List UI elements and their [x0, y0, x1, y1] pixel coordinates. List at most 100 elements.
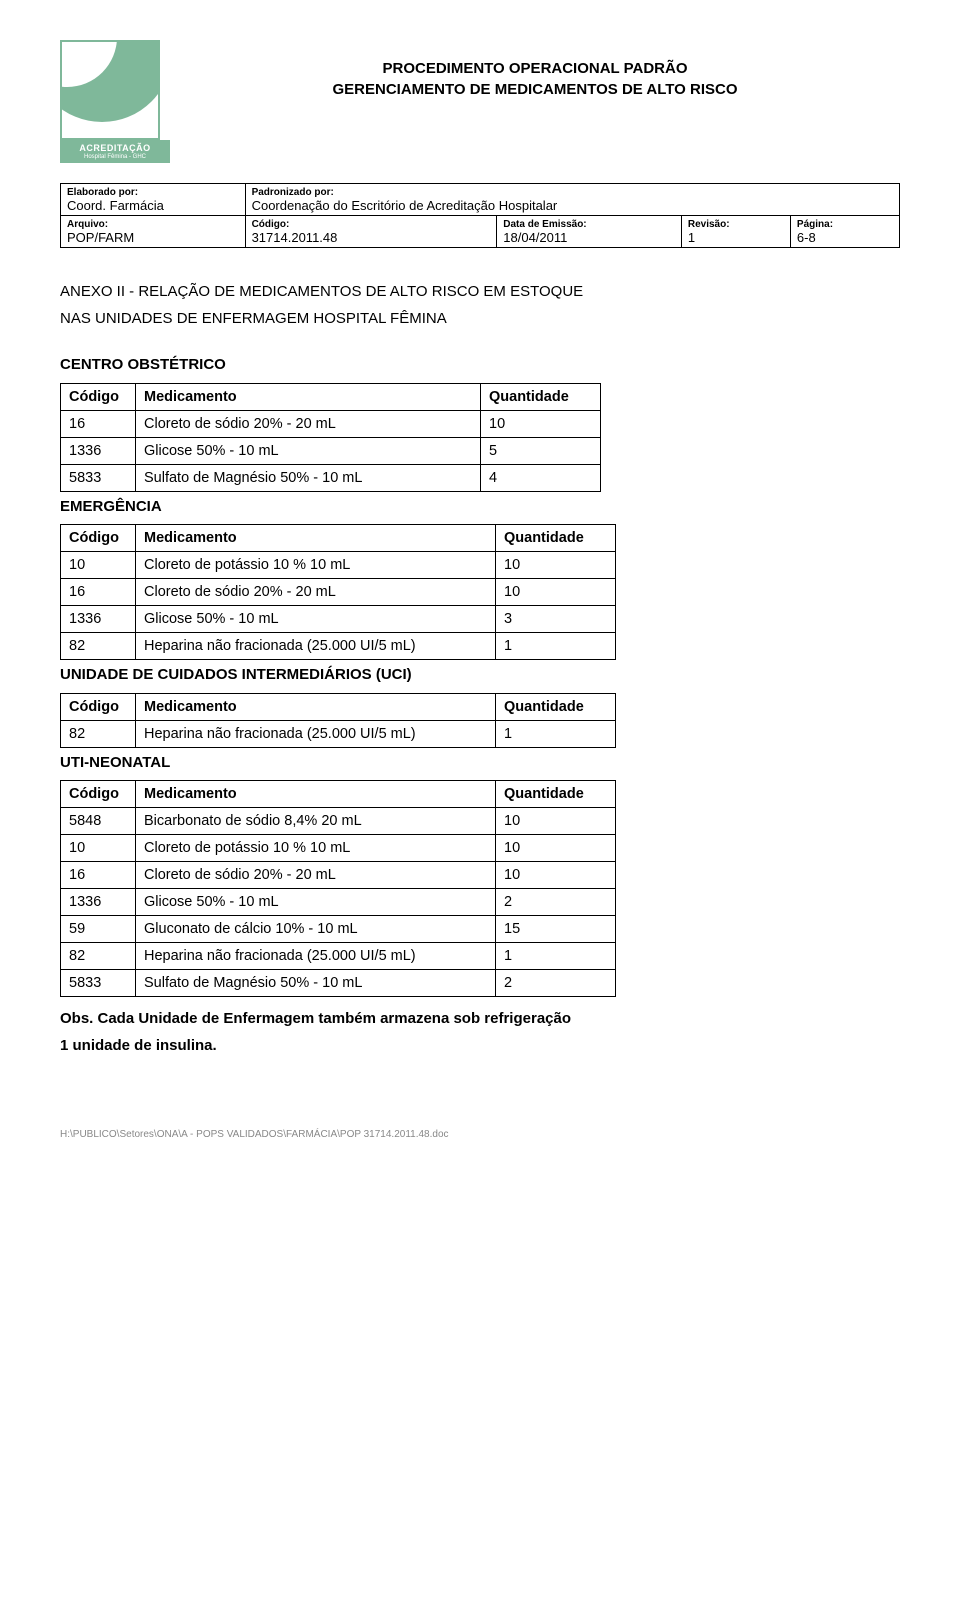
- pagina-value: 6-8: [797, 230, 816, 245]
- table-header-row: Código Medicamento Quantidade: [61, 693, 616, 720]
- table-emergencia: Código Medicamento Quantidade 10Cloreto …: [60, 524, 616, 660]
- metadata-table: Elaborado por: Coord. Farmácia Padroniza…: [60, 183, 900, 248]
- cell-codigo: 5848: [61, 808, 136, 835]
- cell-quantidade: 10: [496, 552, 616, 579]
- anexo-title: ANEXO II - RELAÇÃO DE MEDICAMENTOS DE AL…: [60, 278, 900, 332]
- cell-codigo: 82: [61, 943, 136, 970]
- table-row: 10Cloreto de potássio 10 % 10 mL10: [61, 835, 616, 862]
- cell-quantidade: 10: [496, 579, 616, 606]
- cell-codigo: 59: [61, 916, 136, 943]
- col-quantidade: Quantidade: [496, 525, 616, 552]
- table-row: 5833Sulfato de Magnésio 50% - 10 mL2: [61, 970, 616, 997]
- section-uci-title: UNIDADE DE CUIDADOS INTERMEDIÁRIOS (UCI): [60, 664, 900, 687]
- document-title: PROCEDIMENTO OPERACIONAL PADRÃO GERENCIA…: [170, 40, 900, 100]
- cell-codigo: 16: [61, 579, 136, 606]
- elaborado-value: Coord. Farmácia: [67, 198, 164, 213]
- table-header-row: Código Medicamento Quantidade: [61, 383, 601, 410]
- file-path-footer: H:\PUBLICO\Setores\ONA\A - POPS VALIDADO…: [60, 1129, 900, 1140]
- revisao-value: 1: [688, 230, 695, 245]
- arquivo-label: Arquivo:: [67, 219, 108, 230]
- codigo-value: 31714.2011.48: [252, 230, 338, 245]
- cell-codigo: 1336: [61, 606, 136, 633]
- table-row: 10Cloreto de potássio 10 % 10 mL10: [61, 552, 616, 579]
- table-row: 5833Sulfato de Magnésio 50% - 10 mL4: [61, 464, 601, 491]
- cell-codigo: 16: [61, 410, 136, 437]
- codigo-label: Código:: [252, 219, 290, 230]
- cell-medicamento: Glicose 50% - 10 mL: [136, 889, 496, 916]
- cell-quantidade: 10: [496, 862, 616, 889]
- cell-quantidade: 3: [496, 606, 616, 633]
- col-codigo: Código: [61, 525, 136, 552]
- data-emissao-value: 18/04/2011: [503, 230, 567, 245]
- table-row: 82Heparina não fracionada (25.000 UI/5 m…: [61, 633, 616, 660]
- cell-medicamento: Glicose 50% - 10 mL: [136, 437, 481, 464]
- arquivo-value: POP/FARM: [67, 230, 134, 245]
- cell-medicamento: Cloreto de potássio 10 % 10 mL: [136, 552, 496, 579]
- obs-line-2: 1 unidade de insulina.: [60, 1032, 900, 1059]
- cell-medicamento: Heparina não fracionada (25.000 UI/5 mL): [136, 720, 496, 747]
- cell-medicamento: Cloreto de sódio 20% - 20 mL: [136, 862, 496, 889]
- cell-medicamento: Heparina não fracionada (25.000 UI/5 mL): [136, 633, 496, 660]
- col-quantidade: Quantidade: [496, 781, 616, 808]
- table-row: 82Heparina não fracionada (25.000 UI/5 m…: [61, 720, 616, 747]
- col-medicamento: Medicamento: [136, 383, 481, 410]
- cell-medicamento: Cloreto de sódio 20% - 20 mL: [136, 579, 496, 606]
- table-row: 1336Glicose 50% - 10 mL2: [61, 889, 616, 916]
- table-row: 16Cloreto de sódio 20% - 20 mL10: [61, 862, 616, 889]
- col-medicamento: Medicamento: [136, 525, 496, 552]
- table-row: 82Heparina não fracionada (25.000 UI/5 m…: [61, 943, 616, 970]
- cell-codigo: 5833: [61, 970, 136, 997]
- padronizado-value: Coordenação do Escritório de Acreditação…: [252, 198, 558, 213]
- section-centro-title: CENTRO OBSTÉTRICO: [60, 354, 900, 377]
- title-line-2: GERENCIAMENTO DE MEDICAMENTOS DE ALTO RI…: [170, 79, 900, 100]
- cell-codigo: 82: [61, 720, 136, 747]
- table-uti: Código Medicamento Quantidade 5848Bicarb…: [60, 780, 616, 997]
- col-codigo: Código: [61, 781, 136, 808]
- table-row: 59Gluconato de cálcio 10% - 10 mL15: [61, 916, 616, 943]
- cell-quantidade: 1: [496, 633, 616, 660]
- col-medicamento: Medicamento: [136, 781, 496, 808]
- cell-codigo: 82: [61, 633, 136, 660]
- col-codigo: Código: [61, 383, 136, 410]
- col-quantidade: Quantidade: [481, 383, 601, 410]
- col-quantidade: Quantidade: [496, 693, 616, 720]
- pagina-label: Página:: [797, 219, 833, 230]
- table-centro: Código Medicamento Quantidade 16Cloreto …: [60, 383, 601, 492]
- anexo-line-1: ANEXO II - RELAÇÃO DE MEDICAMENTOS DE AL…: [60, 278, 900, 305]
- table-row: 16Cloreto de sódio 20% - 20 mL10: [61, 410, 601, 437]
- cell-quantidade: 15: [496, 916, 616, 943]
- logo-block: ACREDITAÇÃO Hospital Fêmina - GHC: [60, 40, 170, 163]
- obs-line-1: Obs. Cada Unidade de Enfermagem também a…: [60, 1005, 900, 1032]
- cell-medicamento: Gluconato de cálcio 10% - 10 mL: [136, 916, 496, 943]
- cell-codigo: 10: [61, 835, 136, 862]
- cell-quantidade: 5: [481, 437, 601, 464]
- logo-sublabel: Hospital Fêmina - GHC: [60, 154, 170, 163]
- logo-label: ACREDITAÇÃO: [60, 140, 170, 154]
- cell-codigo: 10: [61, 552, 136, 579]
- cell-medicamento: Cloreto de potássio 10 % 10 mL: [136, 835, 496, 862]
- anexo-line-2: NAS UNIDADES DE ENFERMAGEM HOSPITAL FÊMI…: [60, 305, 900, 332]
- table-header-row: Código Medicamento Quantidade: [61, 781, 616, 808]
- cell-medicamento: Glicose 50% - 10 mL: [136, 606, 496, 633]
- cell-quantidade: 10: [481, 410, 601, 437]
- cell-medicamento: Bicarbonato de sódio 8,4% 20 mL: [136, 808, 496, 835]
- padronizado-label: Padronizado por:: [252, 187, 334, 198]
- table-uci: Código Medicamento Quantidade 82Heparina…: [60, 693, 616, 748]
- cell-quantidade: 10: [496, 808, 616, 835]
- cell-quantidade: 2: [496, 889, 616, 916]
- cell-codigo: 5833: [61, 464, 136, 491]
- table-row: 5848Bicarbonato de sódio 8,4% 20 mL10: [61, 808, 616, 835]
- table-row: 1336Glicose 50% - 10 mL3: [61, 606, 616, 633]
- logo-icon: [60, 40, 160, 140]
- cell-codigo: 1336: [61, 889, 136, 916]
- cell-medicamento: Sulfato de Magnésio 50% - 10 mL: [136, 970, 496, 997]
- cell-medicamento: Cloreto de sódio 20% - 20 mL: [136, 410, 481, 437]
- document-header: ACREDITAÇÃO Hospital Fêmina - GHC PROCED…: [60, 40, 900, 163]
- cell-quantidade: 4: [481, 464, 601, 491]
- cell-quantidade: 10: [496, 835, 616, 862]
- col-medicamento: Medicamento: [136, 693, 496, 720]
- cell-quantidade: 1: [496, 720, 616, 747]
- cell-quantidade: 1: [496, 943, 616, 970]
- title-line-1: PROCEDIMENTO OPERACIONAL PADRÃO: [170, 58, 900, 79]
- col-codigo: Código: [61, 693, 136, 720]
